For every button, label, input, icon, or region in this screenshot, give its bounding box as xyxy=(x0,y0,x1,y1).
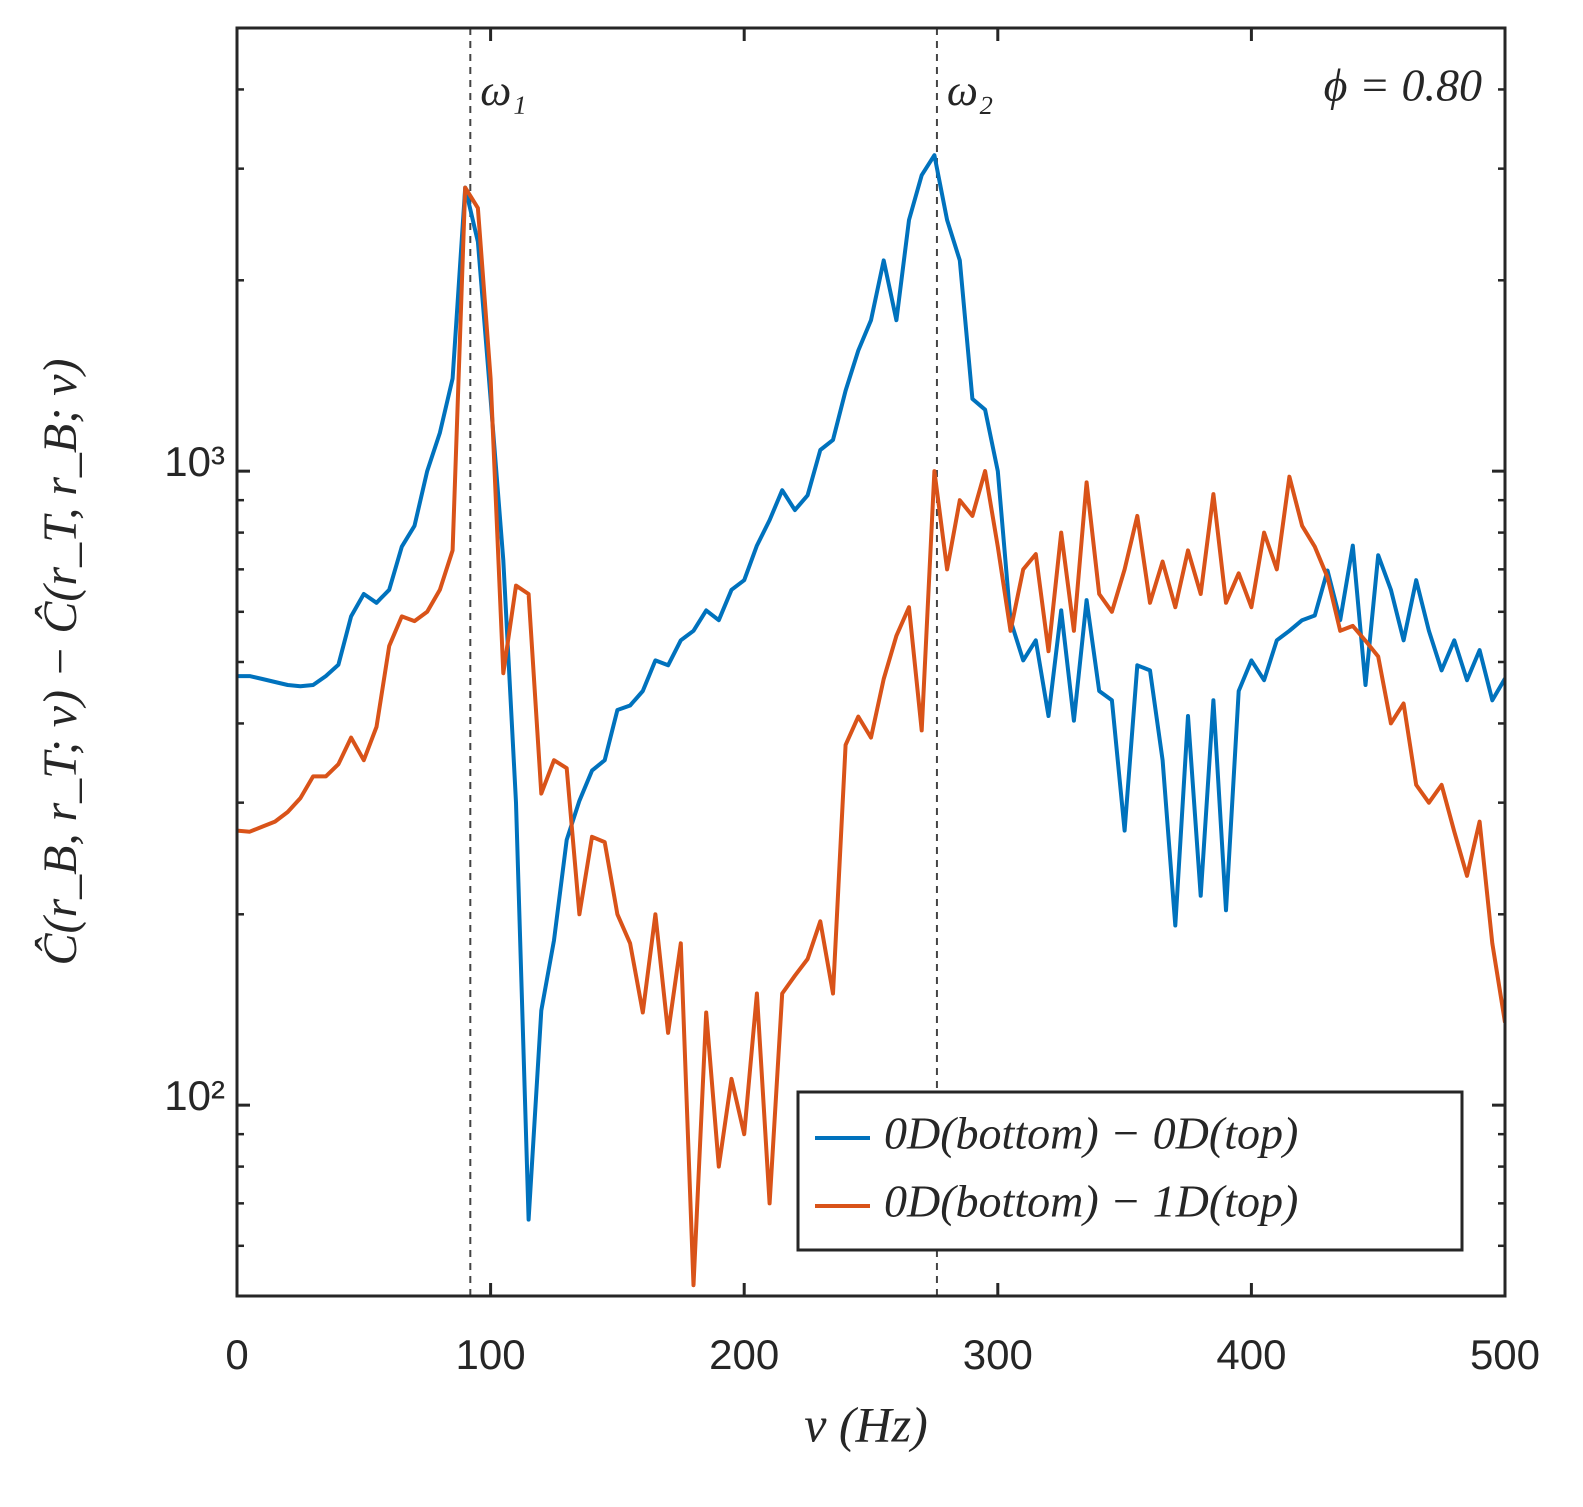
x-tick-label: 100 xyxy=(456,1331,526,1378)
legend-label: 0D(bottom) − 1D(top) xyxy=(884,1176,1298,1227)
reference-label: ω₂ xyxy=(947,66,993,115)
legend-label: 0D(bottom) − 0D(top) xyxy=(884,1108,1298,1159)
reference-label: ω₁ xyxy=(480,66,526,115)
y-tick-label: 10² xyxy=(164,1072,225,1119)
x-tick-label: 0 xyxy=(225,1331,248,1378)
data-line xyxy=(237,185,1505,1288)
x-tick-label: 500 xyxy=(1470,1331,1540,1378)
x-tick-label: 200 xyxy=(709,1331,779,1378)
data-line xyxy=(237,153,1505,1222)
annotation: ϕ = 0.80 xyxy=(1324,60,1482,111)
plot-lines xyxy=(237,153,1505,1288)
x-tick-label: 300 xyxy=(963,1331,1033,1378)
x-tick-label: 400 xyxy=(1216,1331,1286,1378)
legend-box xyxy=(796,1090,1464,1252)
y-tick-label: 10³ xyxy=(164,438,225,485)
x-axis-label: ν (Hz) xyxy=(804,1396,928,1452)
y-axis-label: Ĉ(r_B, r_T; ν) − Ĉ(r_T, r_B; ν) xyxy=(33,358,87,965)
